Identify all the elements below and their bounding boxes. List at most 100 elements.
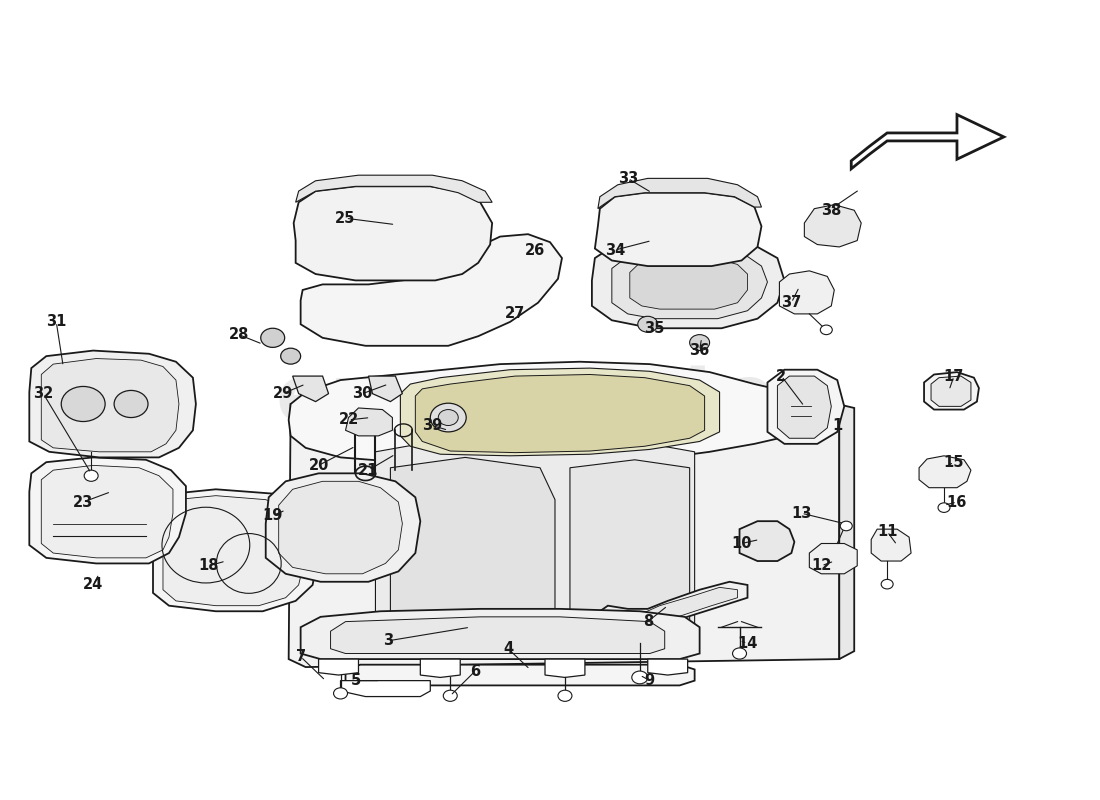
Polygon shape (288, 404, 839, 667)
Circle shape (733, 648, 747, 659)
Text: 39: 39 (422, 418, 442, 433)
Circle shape (438, 410, 459, 426)
Polygon shape (319, 659, 359, 675)
Polygon shape (341, 681, 430, 697)
Polygon shape (595, 193, 761, 266)
Polygon shape (871, 529, 911, 561)
Text: a passion since 1985: a passion since 1985 (388, 467, 712, 524)
Polygon shape (780, 271, 834, 314)
Text: 38: 38 (821, 202, 842, 218)
Text: 5: 5 (351, 673, 361, 688)
Text: 30: 30 (352, 386, 373, 401)
Polygon shape (42, 358, 179, 452)
Polygon shape (416, 374, 705, 453)
Circle shape (938, 503, 950, 513)
Polygon shape (294, 186, 492, 281)
Polygon shape (345, 665, 694, 686)
Polygon shape (300, 609, 700, 659)
Circle shape (558, 690, 572, 702)
Text: 1: 1 (832, 418, 843, 433)
Polygon shape (630, 258, 748, 309)
Polygon shape (42, 466, 173, 558)
Circle shape (430, 403, 466, 432)
Text: 23: 23 (73, 494, 94, 510)
Circle shape (443, 690, 458, 702)
Polygon shape (931, 376, 971, 406)
Polygon shape (420, 659, 460, 678)
Text: 34: 34 (605, 242, 625, 258)
Polygon shape (331, 617, 664, 654)
Polygon shape (592, 582, 748, 643)
Polygon shape (30, 350, 196, 458)
Polygon shape (30, 458, 186, 563)
Text: 3: 3 (383, 634, 394, 648)
Text: 15: 15 (944, 454, 965, 470)
Circle shape (631, 671, 648, 684)
Polygon shape (570, 460, 690, 643)
Circle shape (690, 334, 710, 350)
Text: 7: 7 (296, 650, 306, 664)
Text: 33: 33 (618, 171, 638, 186)
Polygon shape (390, 458, 556, 643)
Text: 2: 2 (777, 369, 786, 383)
Text: 12: 12 (811, 558, 832, 574)
Polygon shape (278, 482, 403, 574)
Circle shape (280, 348, 300, 364)
Text: 14: 14 (737, 636, 758, 650)
Text: 9: 9 (645, 673, 654, 688)
Circle shape (840, 521, 852, 530)
Polygon shape (612, 250, 768, 318)
Text: 21: 21 (359, 462, 378, 478)
Text: 26: 26 (525, 242, 546, 258)
Text: eurosportes: eurosportes (276, 361, 824, 439)
Text: 27: 27 (505, 306, 525, 322)
Polygon shape (598, 178, 761, 209)
Text: 22: 22 (339, 413, 359, 427)
Circle shape (62, 386, 106, 422)
Circle shape (114, 390, 148, 418)
Text: 10: 10 (732, 536, 751, 551)
Text: 31: 31 (46, 314, 66, 330)
Polygon shape (739, 521, 794, 561)
Text: 28: 28 (229, 327, 249, 342)
Polygon shape (300, 234, 562, 346)
Polygon shape (648, 659, 688, 675)
Polygon shape (851, 114, 1004, 169)
Polygon shape (266, 474, 420, 582)
Polygon shape (544, 659, 585, 678)
Polygon shape (400, 368, 719, 456)
Text: 35: 35 (645, 321, 664, 336)
Polygon shape (368, 376, 403, 402)
Polygon shape (163, 496, 306, 606)
Polygon shape (592, 241, 784, 328)
Polygon shape (375, 440, 694, 651)
Polygon shape (924, 372, 979, 410)
Text: 20: 20 (308, 458, 329, 473)
Text: 32: 32 (33, 386, 54, 401)
Polygon shape (288, 362, 839, 466)
Circle shape (821, 325, 833, 334)
Polygon shape (296, 175, 492, 202)
Polygon shape (293, 376, 329, 402)
Text: 16: 16 (947, 494, 967, 510)
Text: 18: 18 (199, 558, 219, 574)
Text: 11: 11 (877, 524, 898, 539)
Polygon shape (920, 456, 971, 488)
Polygon shape (778, 376, 832, 438)
Polygon shape (810, 543, 857, 574)
Text: 8: 8 (642, 614, 653, 629)
Polygon shape (804, 205, 861, 247)
Circle shape (881, 579, 893, 589)
Circle shape (638, 316, 658, 332)
Circle shape (333, 688, 348, 699)
Polygon shape (768, 370, 845, 444)
Text: 36: 36 (690, 343, 710, 358)
Text: 6: 6 (470, 663, 481, 678)
Text: 25: 25 (336, 210, 355, 226)
Polygon shape (345, 408, 393, 436)
Circle shape (261, 328, 285, 347)
Text: 24: 24 (82, 578, 103, 593)
Text: 29: 29 (273, 386, 293, 401)
Text: 13: 13 (791, 506, 812, 521)
Polygon shape (153, 490, 319, 611)
